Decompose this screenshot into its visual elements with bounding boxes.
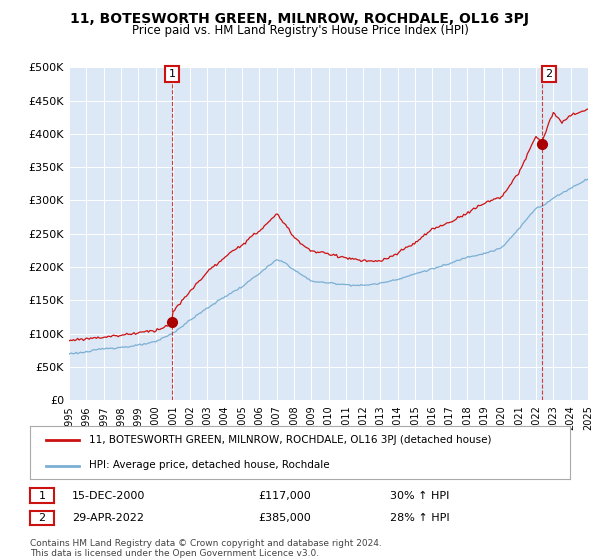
Text: 11, BOTESWORTH GREEN, MILNROW, ROCHDALE, OL16 3PJ (detached house): 11, BOTESWORTH GREEN, MILNROW, ROCHDALE,… [89, 436, 492, 446]
Text: 11, BOTESWORTH GREEN, MILNROW, ROCHDALE, OL16 3PJ: 11, BOTESWORTH GREEN, MILNROW, ROCHDALE,… [71, 12, 530, 26]
Text: £385,000: £385,000 [258, 513, 311, 523]
Text: Contains HM Land Registry data © Crown copyright and database right 2024.
This d: Contains HM Land Registry data © Crown c… [30, 539, 382, 558]
Text: 30% ↑ HPI: 30% ↑ HPI [390, 491, 449, 501]
Text: 29-APR-2022: 29-APR-2022 [72, 513, 144, 523]
Text: £117,000: £117,000 [258, 491, 311, 501]
Text: 28% ↑ HPI: 28% ↑ HPI [390, 513, 449, 523]
Text: 2: 2 [38, 513, 46, 523]
Text: 1: 1 [169, 69, 176, 79]
Text: Price paid vs. HM Land Registry's House Price Index (HPI): Price paid vs. HM Land Registry's House … [131, 24, 469, 37]
Text: 15-DEC-2000: 15-DEC-2000 [72, 491, 145, 501]
Text: 2: 2 [545, 69, 552, 79]
Text: HPI: Average price, detached house, Rochdale: HPI: Average price, detached house, Roch… [89, 460, 330, 470]
Text: 1: 1 [38, 491, 46, 501]
